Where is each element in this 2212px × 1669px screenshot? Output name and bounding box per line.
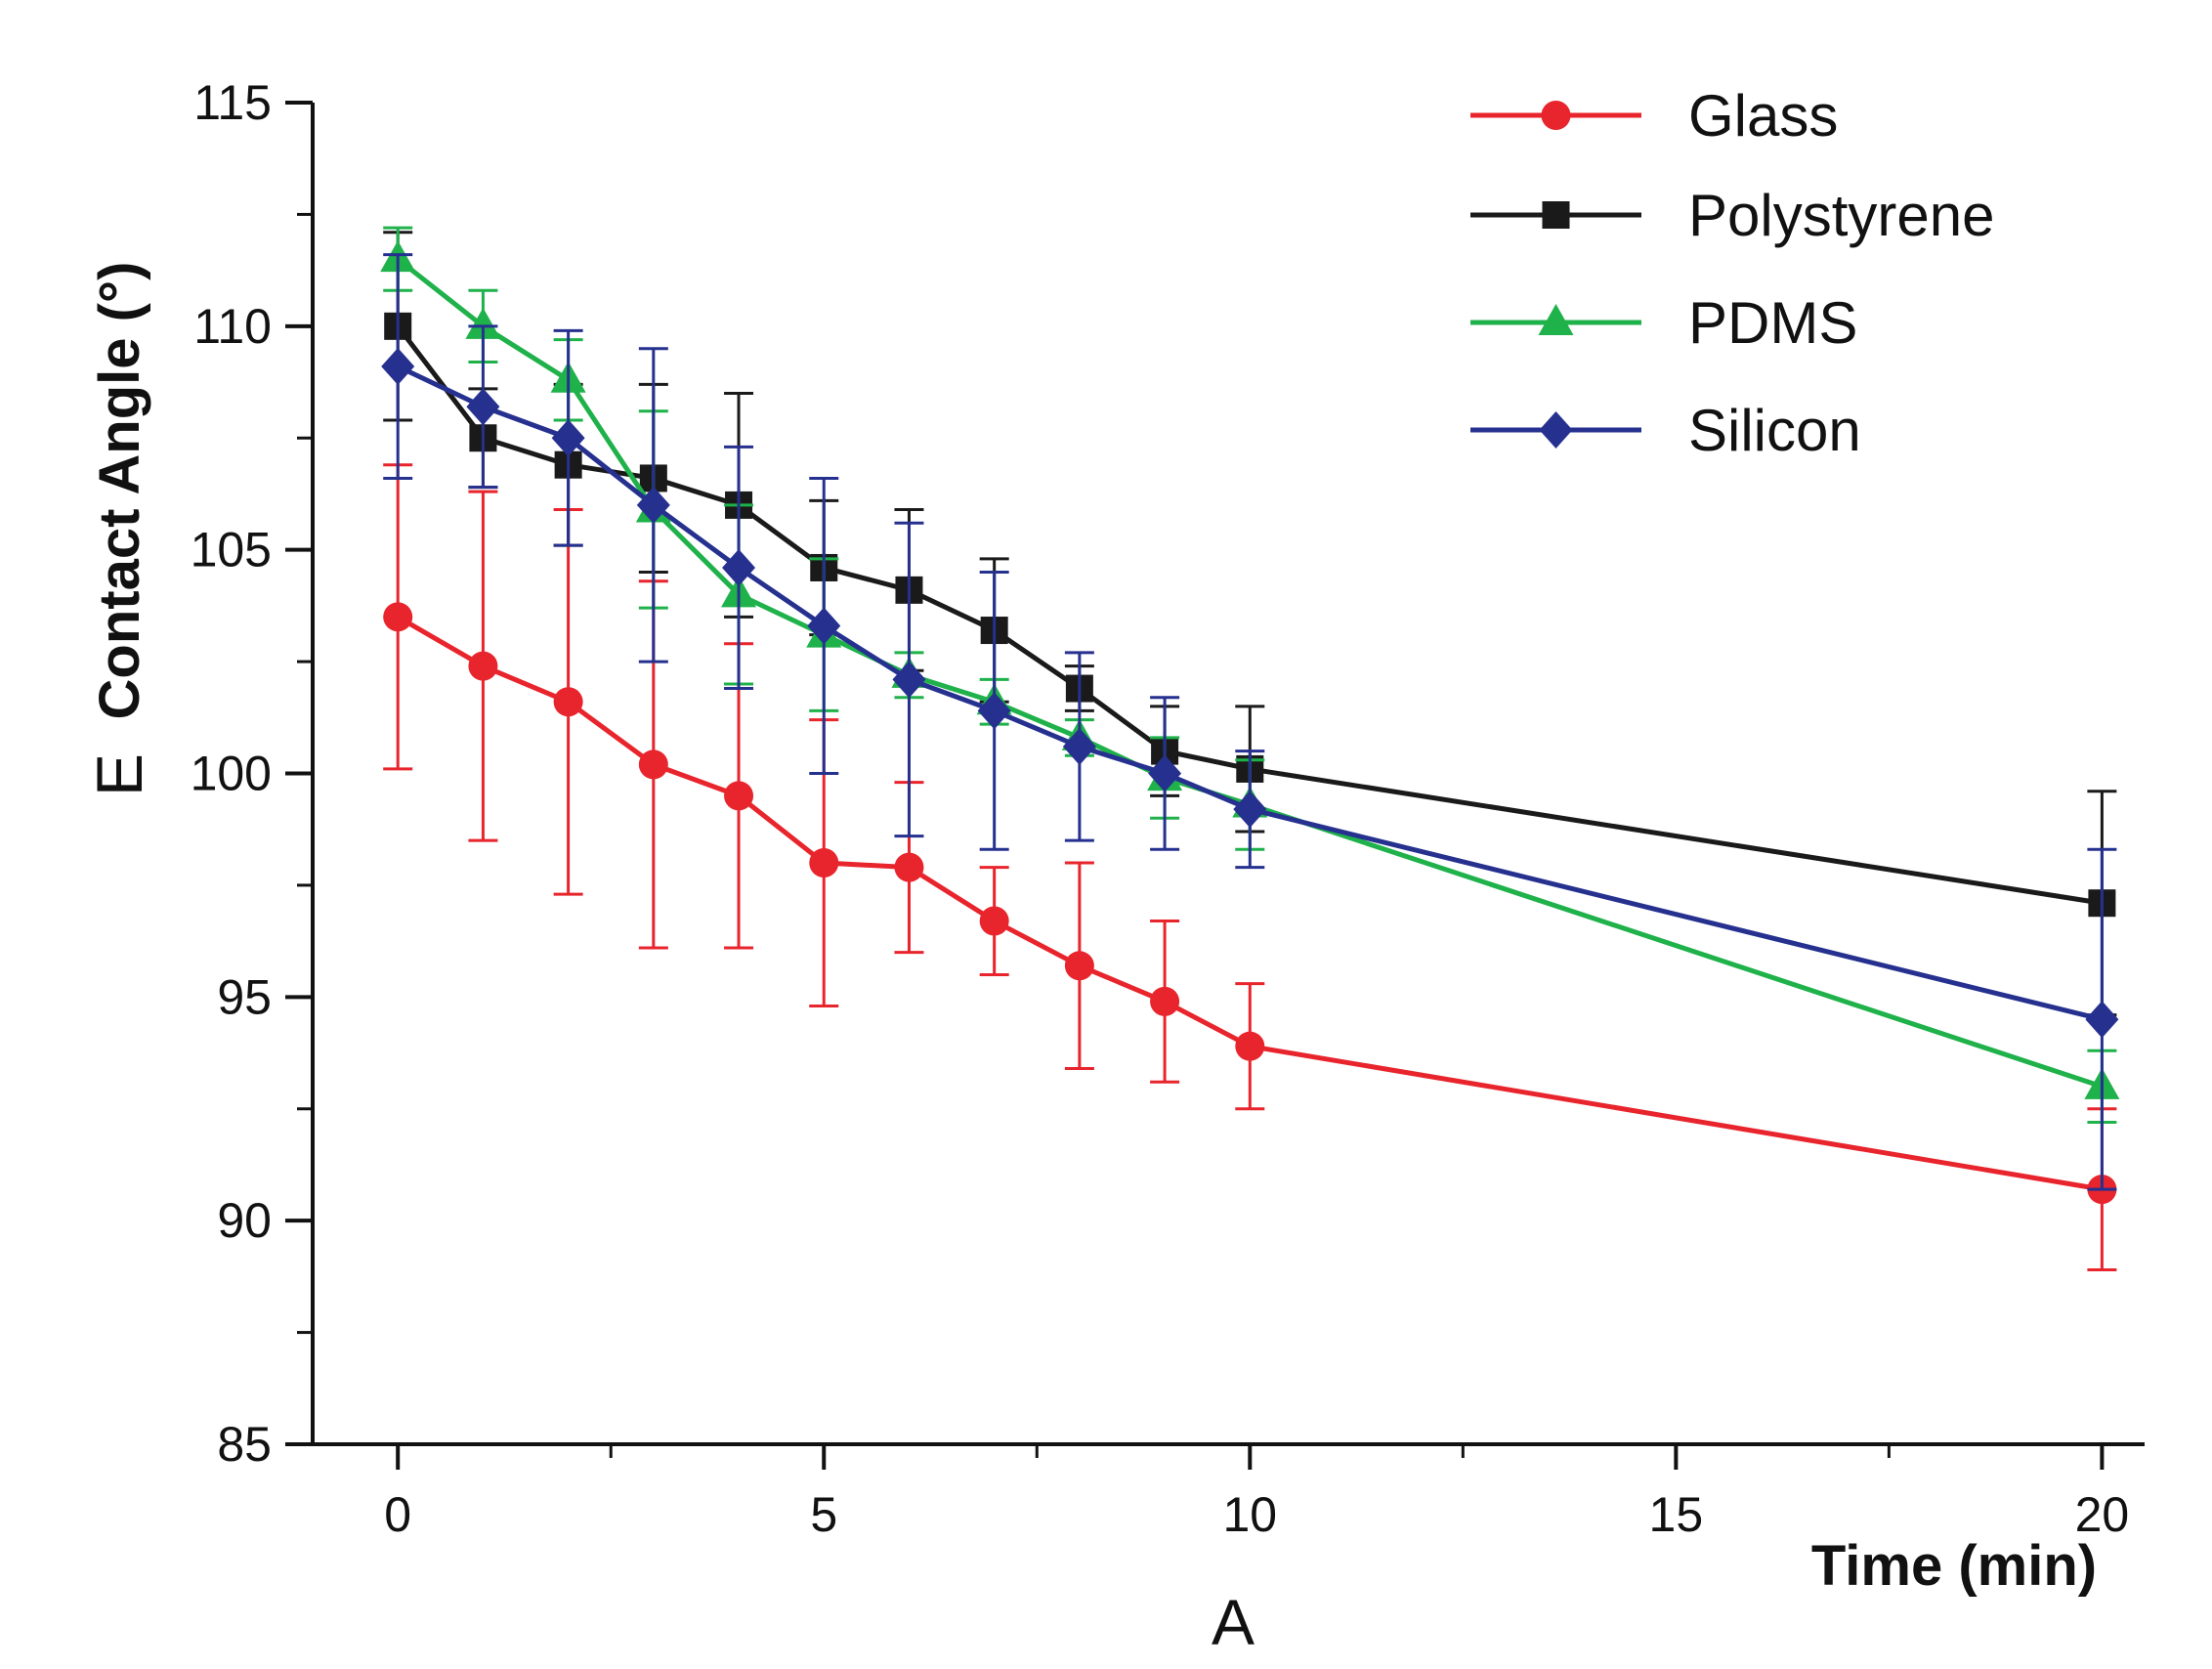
glass-point (553, 687, 583, 717)
x-axis-title: Time (min) (1811, 1534, 2097, 1598)
legend-label: Silicon (1688, 398, 1861, 463)
y-panel-label: E (83, 753, 155, 796)
glass-point (1064, 951, 1094, 981)
glass-point (809, 848, 839, 878)
x-tick-label: 20 (2075, 1487, 2130, 1542)
legend-item-glass: Glass (1470, 83, 1838, 149)
legend-marker (1541, 101, 1571, 130)
glass-point (1150, 986, 1180, 1016)
silicon-point (977, 692, 1011, 730)
glass-line (396, 615, 2103, 1192)
silicon-point (381, 348, 415, 386)
y-tick-label: 95 (217, 969, 272, 1024)
plot-area (380, 226, 2120, 1272)
y-tick-label: 85 (217, 1417, 272, 1472)
legend-item-silicon: Silicon (1470, 398, 1861, 463)
glass-point (1235, 1031, 1265, 1061)
x-tick-label: 15 (1649, 1487, 1704, 1542)
legend-item-pdms: PDMS (1470, 290, 1857, 356)
x-tick-label: 5 (810, 1487, 837, 1542)
silicon-point (1233, 791, 1267, 829)
silicon-point (551, 419, 585, 457)
silicon-point (466, 388, 500, 426)
legend-label: PDMS (1688, 290, 1857, 356)
silicon-point (807, 607, 841, 645)
legend: Glass Polystyrene PDMS Silicon (1470, 83, 1994, 463)
series-silicon (381, 253, 2119, 1191)
glass-point (383, 602, 413, 632)
legend-label: Polystyrene (1688, 183, 1994, 248)
legend-marker (1539, 411, 1573, 449)
axes: 85 90 95 100 105 110 115 0 5 10 15 20 (191, 75, 2145, 1542)
silicon-point (892, 661, 926, 699)
y-axis-title: Contact Angle (°) (88, 262, 151, 720)
glass-point (468, 651, 498, 681)
silicon-point (722, 548, 756, 586)
legend-item-polystyrene: Polystyrene (1470, 183, 1994, 248)
glass-point (894, 852, 924, 882)
silicon-point (1062, 728, 1096, 766)
y-tick-label: 105 (191, 523, 272, 578)
legend-marker (1542, 201, 1570, 229)
pdms-point (465, 307, 501, 339)
glass-point (638, 749, 668, 780)
polystyrene-line (396, 324, 2103, 906)
series-glass (383, 463, 2117, 1272)
glass-point (724, 781, 754, 811)
silicon-point (1148, 754, 1182, 792)
y-tick-label: 110 (193, 299, 272, 354)
silicon-point (636, 486, 670, 524)
legend-marker (1538, 304, 1574, 335)
x-tick-label: 0 (384, 1487, 411, 1542)
legend-label: Glass (1688, 83, 1838, 149)
y-tick-label: 90 (217, 1193, 272, 1248)
x-panel-label: A (1212, 1586, 1255, 1658)
silicon-line (397, 364, 2103, 1022)
y-tick-label: 115 (193, 75, 272, 130)
x-tick-label: 10 (1222, 1487, 1277, 1542)
silicon-point (2085, 1001, 2119, 1039)
y-tick-label: 100 (191, 747, 272, 801)
glass-point (979, 906, 1009, 936)
